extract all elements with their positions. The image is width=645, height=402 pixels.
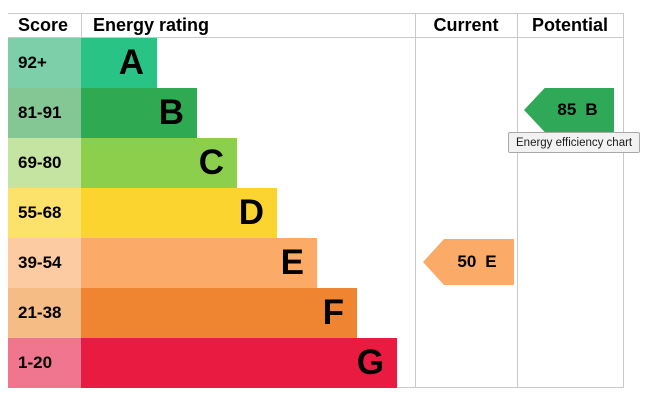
band-letter: F bbox=[322, 293, 344, 332]
header-row: Score Energy rating Current Potential bbox=[8, 14, 624, 37]
band-letter: C bbox=[198, 143, 224, 182]
score-cell: 92+ bbox=[8, 38, 81, 88]
header-score: Score bbox=[18, 15, 69, 35]
rating-bar: C bbox=[81, 138, 237, 188]
score-cell: 69-80 bbox=[8, 138, 81, 188]
header-divider bbox=[8, 37, 624, 38]
rating-bands: 92+ A 81-91 B 69-80 C 55-68 D 39-54 E 21… bbox=[8, 38, 624, 388]
band-row-a: 92+ A bbox=[8, 38, 624, 88]
rating-bar: A bbox=[81, 38, 157, 88]
band-letter: D bbox=[238, 193, 264, 232]
score-cell: 39-54 bbox=[8, 238, 81, 288]
header-current: Current bbox=[433, 15, 499, 35]
current-band: E bbox=[485, 252, 497, 271]
band-letter: E bbox=[280, 243, 304, 282]
tooltip: Energy efficiency chart bbox=[508, 132, 641, 153]
rating-bar: E bbox=[81, 238, 317, 288]
band-row-g: 1-20 G bbox=[8, 338, 624, 388]
rating-bar: G bbox=[81, 338, 397, 388]
band-letter: A bbox=[118, 43, 144, 82]
band-row-c: 69-80 C bbox=[8, 138, 624, 188]
score-cell: 1-20 bbox=[8, 338, 81, 388]
header-energy-rating: Energy rating bbox=[93, 15, 210, 35]
score-column-divider bbox=[81, 13, 82, 37]
header-potential: Potential bbox=[531, 15, 608, 35]
epc-table: Score Energy rating Current Potential 92… bbox=[8, 13, 641, 388]
score-cell: 21-38 bbox=[8, 288, 81, 338]
band-row-b: 81-91 B bbox=[8, 88, 624, 138]
table-right-border bbox=[623, 13, 624, 387]
potential-band: B bbox=[585, 100, 598, 119]
potential-column-divider bbox=[517, 13, 518, 387]
current-score: 50 bbox=[457, 252, 477, 271]
rating-bar: F bbox=[81, 288, 357, 338]
current-column-divider bbox=[415, 13, 416, 387]
potential-arrow: 85 B bbox=[524, 88, 614, 132]
band-row-d: 55-68 D bbox=[8, 188, 624, 238]
rating-bar: D bbox=[81, 188, 277, 238]
score-cell: 55-68 bbox=[8, 188, 81, 238]
tooltip-text: Energy efficiency chart bbox=[516, 136, 633, 149]
band-row-e: 39-54 E bbox=[8, 238, 624, 288]
potential-score: 85 bbox=[557, 100, 577, 119]
band-letter: B bbox=[158, 93, 184, 132]
rating-bar: B bbox=[81, 88, 197, 138]
current-arrow: 50 E bbox=[423, 239, 514, 285]
band-row-f: 21-38 F bbox=[8, 288, 624, 338]
score-cell: 81-91 bbox=[8, 88, 81, 138]
table-top-border bbox=[8, 13, 624, 14]
band-letter: G bbox=[356, 343, 384, 382]
